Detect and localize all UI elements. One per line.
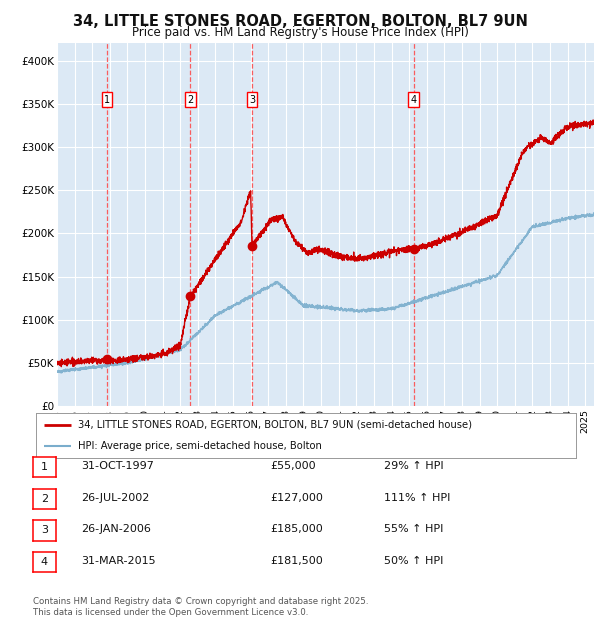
Text: 2: 2 — [41, 494, 48, 504]
Text: 31-OCT-1997: 31-OCT-1997 — [81, 461, 154, 471]
Text: £55,000: £55,000 — [270, 461, 316, 471]
Text: Contains HM Land Registry data © Crown copyright and database right 2025.
This d: Contains HM Land Registry data © Crown c… — [33, 598, 368, 617]
Text: 34, LITTLE STONES ROAD, EGERTON, BOLTON, BL7 9UN: 34, LITTLE STONES ROAD, EGERTON, BOLTON,… — [73, 14, 527, 29]
Text: 31-MAR-2015: 31-MAR-2015 — [81, 556, 155, 566]
Text: 4: 4 — [41, 557, 48, 567]
Text: Price paid vs. HM Land Registry's House Price Index (HPI): Price paid vs. HM Land Registry's House … — [131, 26, 469, 39]
Text: 26-JAN-2006: 26-JAN-2006 — [81, 525, 151, 534]
Text: £127,000: £127,000 — [270, 493, 323, 503]
Text: 34, LITTLE STONES ROAD, EGERTON, BOLTON, BL7 9UN (semi-detached house): 34, LITTLE STONES ROAD, EGERTON, BOLTON,… — [78, 420, 472, 430]
Text: 26-JUL-2002: 26-JUL-2002 — [81, 493, 149, 503]
Text: HPI: Average price, semi-detached house, Bolton: HPI: Average price, semi-detached house,… — [78, 441, 322, 451]
Text: 1: 1 — [41, 462, 48, 472]
Text: 3: 3 — [249, 95, 255, 105]
Text: 111% ↑ HPI: 111% ↑ HPI — [384, 493, 451, 503]
Text: 1: 1 — [104, 95, 110, 105]
Text: 50% ↑ HPI: 50% ↑ HPI — [384, 556, 443, 566]
Text: 55% ↑ HPI: 55% ↑ HPI — [384, 525, 443, 534]
Text: 3: 3 — [41, 525, 48, 536]
Text: 2: 2 — [187, 95, 193, 105]
Text: 4: 4 — [410, 95, 416, 105]
Text: £181,500: £181,500 — [270, 556, 323, 566]
Text: £185,000: £185,000 — [270, 525, 323, 534]
Text: 29% ↑ HPI: 29% ↑ HPI — [384, 461, 443, 471]
